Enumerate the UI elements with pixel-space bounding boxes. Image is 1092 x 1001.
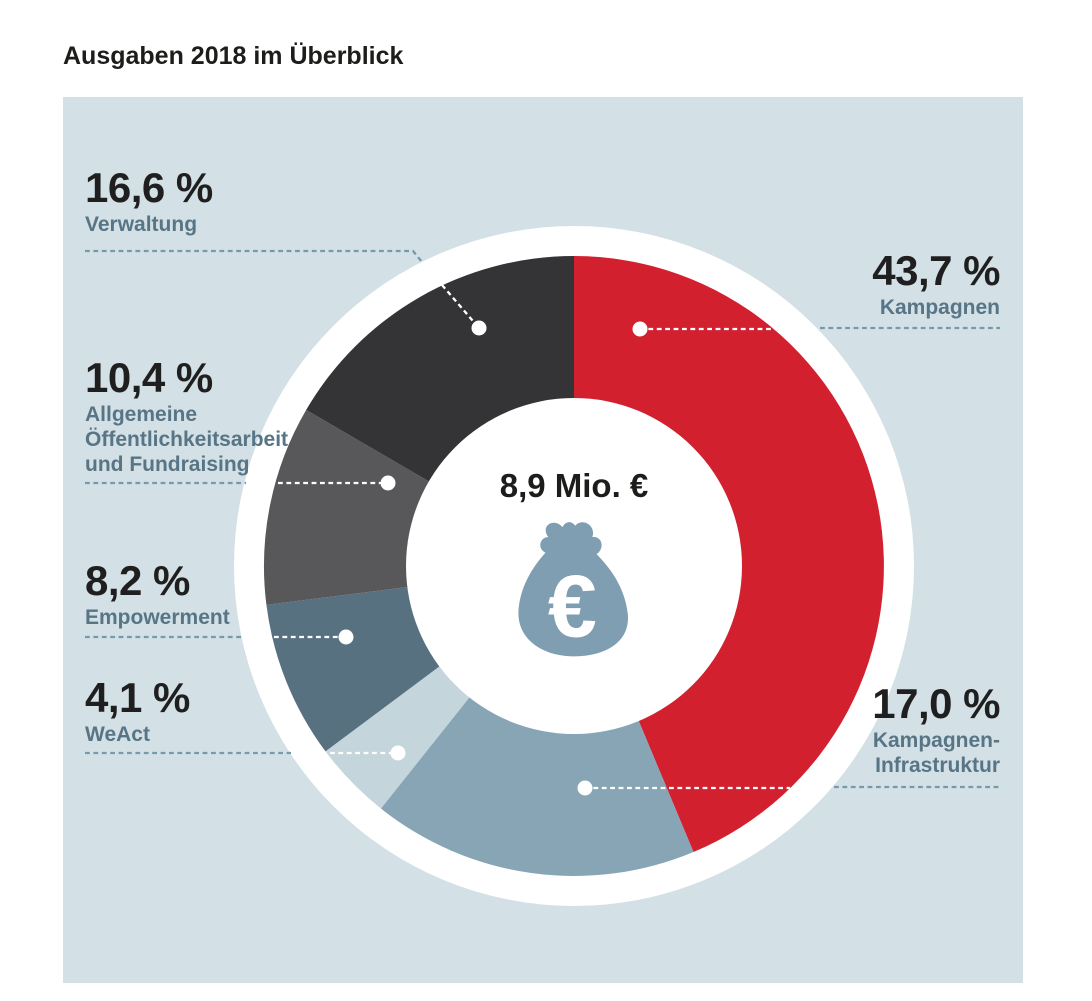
callout-infrastruktur-line-2: Infrastruktur — [875, 753, 1000, 777]
callout-kampagnen-label: Kampagnen — [879, 296, 1000, 319]
callout-kampagnen: 43,7 % Kampagnen — [872, 250, 1000, 321]
callout-dot-verwaltung — [471, 320, 487, 336]
callout-infrastruktur: 17,0 % Kampagnen- Infrastruktur — [872, 683, 1000, 779]
callout-dot-weact — [390, 745, 406, 761]
callout-weact: 4,1 % WeAct — [85, 677, 190, 748]
callout-empowerment-percent: 8,2 % — [85, 557, 190, 604]
callout-infrastruktur-label: Kampagnen- Infrastruktur — [872, 729, 1000, 779]
callout-kampagnen-percent: 43,7 % — [872, 247, 1000, 294]
callout-oeffentlichkeitsarbeit-line-1: Allgemeine — [85, 403, 198, 426]
callout-infrastruktur-line-1: Kampagnen- — [872, 729, 1000, 752]
callout-empowerment-label: Empowerment — [85, 606, 230, 629]
callout-dot-infrastruktur — [577, 780, 593, 796]
callout-dot-empowerment — [338, 629, 354, 645]
page-title: Ausgaben 2018 im Überblick — [63, 42, 404, 70]
money-bag-euro-glyph: € — [548, 556, 597, 655]
callout-verwaltung: 16,6 % Verwaltung — [85, 167, 213, 238]
callout-infrastruktur-percent: 17,0 % — [872, 680, 1000, 727]
callout-weact-percent: 4,1 % — [85, 674, 190, 721]
center-total-label: 8,9 Mio. € — [499, 467, 649, 504]
callout-oeffentlichkeitsarbeit-percent: 10,4 % — [85, 354, 213, 401]
callout-verwaltung-percent: 16,6 % — [85, 164, 213, 211]
callout-dot-kampagnen — [632, 321, 648, 337]
money-bag-euro-icon: € — [518, 522, 629, 657]
callout-oeffentlichkeitsarbeit-line-3: und Fundraising — [85, 452, 250, 476]
callout-weact-label: WeAct — [85, 723, 150, 746]
leader-line-verwaltung-inner — [441, 284, 480, 329]
money-bag-body — [518, 522, 629, 657]
callout-oeffentlichkeitsarbeit: 10,4 % Allgemeine Öffentlichkeitsarbeit … — [85, 357, 288, 477]
callout-empowerment: 8,2 % Empowerment — [85, 560, 230, 631]
callout-oeffentlichkeitsarbeit-label: Allgemeine Öffentlichkeitsarbeit und Fun… — [85, 403, 288, 477]
leader-line-verwaltung — [85, 249, 423, 263]
callout-oeffentlichkeitsarbeit-line-2: Öffentlichkeitsarbeit — [85, 427, 289, 451]
callout-verwaltung-label: Verwaltung — [85, 213, 198, 236]
callout-dot-oeffentlichkeitsarbeit — [380, 475, 396, 491]
